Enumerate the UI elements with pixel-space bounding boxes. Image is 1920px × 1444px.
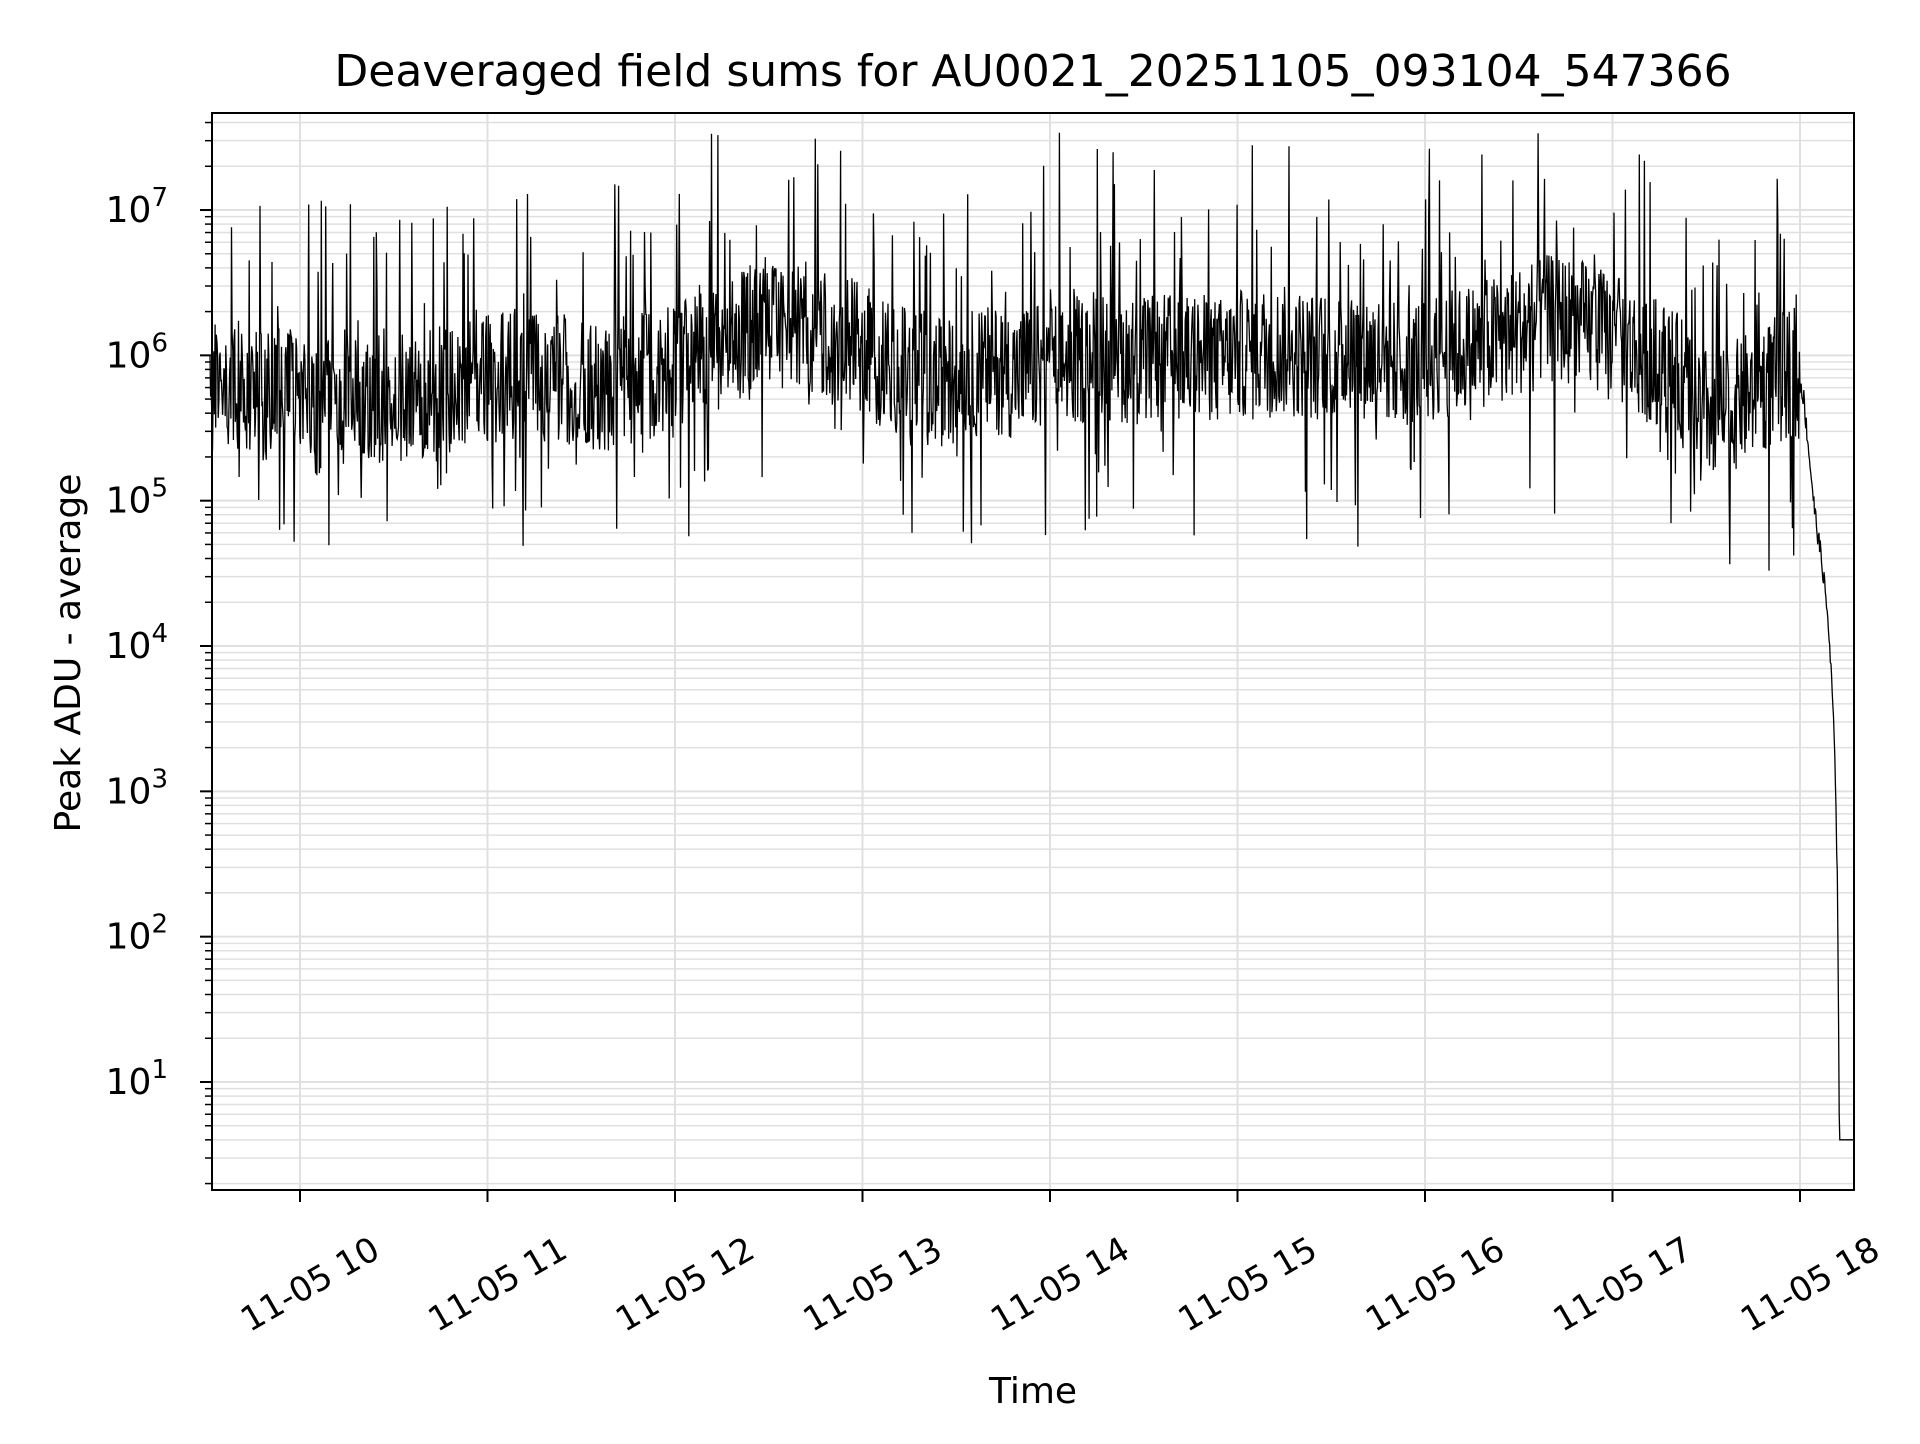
y-tick-exponent: 4 — [151, 619, 168, 649]
y-tick-exponent: 3 — [151, 764, 168, 794]
y-tick-label: 107 — [106, 183, 168, 231]
y-tick-exponent: 7 — [151, 183, 168, 213]
y-tick-base: 10 — [106, 190, 152, 231]
data-layer — [209, 132, 1855, 1141]
y-tick-label: 106 — [106, 328, 168, 376]
y-tick-label: 102 — [106, 910, 168, 958]
y-axis-label: Peak ADU - average — [48, 474, 89, 833]
grid-layer — [212, 113, 1854, 1190]
plot-frame — [211, 112, 1855, 1191]
data-series-line — [209, 132, 1855, 1141]
y-tick-base: 10 — [106, 481, 152, 522]
y-tick-base: 10 — [106, 1062, 152, 1103]
y-tick-label: 104 — [106, 619, 168, 667]
y-tick-exponent: 6 — [151, 328, 168, 358]
y-tick-exponent: 1 — [151, 1055, 168, 1085]
y-tick-exponent: 2 — [151, 910, 168, 940]
y-tick-exponent: 5 — [151, 474, 168, 504]
y-tick-label: 105 — [106, 474, 168, 522]
y-tick-base: 10 — [106, 335, 152, 376]
y-tick-base: 10 — [106, 771, 152, 812]
y-tick-label: 101 — [106, 1055, 168, 1103]
y-tick-base: 10 — [106, 626, 152, 667]
x-axis-label: Time — [988, 1371, 1077, 1412]
y-tick-base: 10 — [106, 917, 152, 958]
y-tick-label: 103 — [106, 764, 168, 812]
chart-title: Deaveraged field sums for AU0021_2025110… — [334, 46, 1731, 97]
